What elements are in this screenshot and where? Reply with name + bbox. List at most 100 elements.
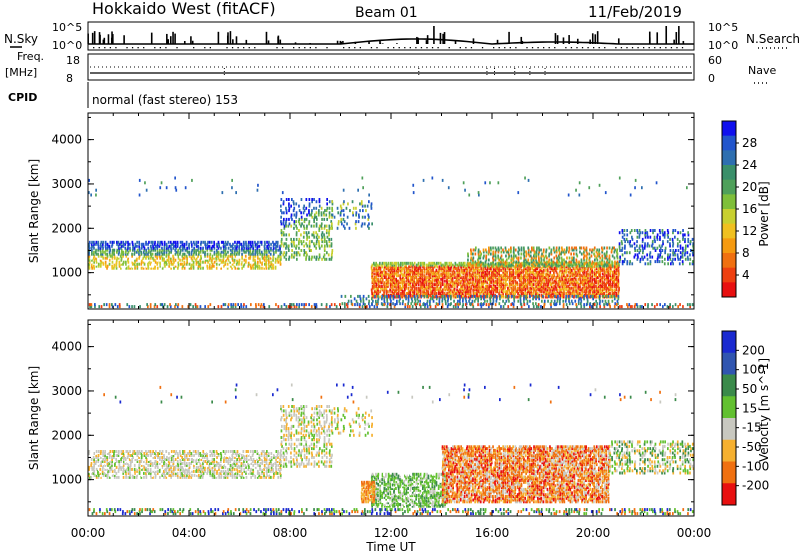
data-cell	[416, 264, 418, 267]
data-cell	[508, 265, 510, 268]
data-cell	[436, 269, 438, 272]
data-cell	[508, 288, 510, 291]
data-cell	[331, 207, 333, 210]
data-cell	[565, 261, 567, 264]
data-cell	[284, 303, 286, 306]
data-cell	[525, 295, 527, 298]
data-cell	[358, 220, 360, 223]
data-cell	[195, 249, 197, 252]
data-cell	[614, 257, 616, 260]
nsearch-point	[576, 47, 577, 48]
data-cell	[299, 209, 301, 212]
data-cell	[563, 303, 565, 306]
data-cell	[682, 247, 684, 250]
data-cell	[288, 198, 290, 201]
data-cell	[364, 303, 366, 306]
data-cell	[356, 211, 358, 214]
data-cell	[159, 249, 161, 252]
data-cell	[289, 256, 291, 259]
data-cell	[598, 249, 600, 252]
data-cell	[664, 231, 666, 234]
data-cell	[191, 179, 193, 182]
data-cell	[342, 302, 344, 305]
data-cell	[382, 262, 384, 265]
data-cell	[654, 236, 656, 239]
nsearch-point	[654, 47, 655, 48]
data-cell	[303, 236, 305, 239]
data-cell	[622, 247, 624, 250]
data-cell	[349, 227, 351, 230]
nsearch-point	[393, 47, 394, 48]
data-cell	[235, 303, 237, 306]
data-cell	[441, 295, 443, 298]
data-cell	[618, 295, 620, 298]
freq-tick-top: 18	[66, 54, 80, 67]
data-cell	[677, 242, 679, 245]
data-cell	[548, 295, 550, 298]
data-cell	[400, 274, 402, 277]
data-cell	[687, 245, 689, 248]
data-cell	[599, 184, 601, 187]
data-cell	[609, 292, 611, 295]
data-cell	[399, 295, 401, 298]
data-cell	[515, 296, 517, 299]
data-cell	[637, 236, 639, 239]
data-cell	[188, 251, 190, 254]
data-cell	[557, 295, 559, 298]
data-cell	[559, 274, 561, 277]
data-cell	[479, 251, 481, 254]
data-cell	[398, 280, 400, 283]
data-cell	[496, 295, 498, 298]
data-cell	[210, 253, 212, 256]
data-cell	[362, 216, 364, 219]
data-cell	[498, 247, 500, 250]
data-cell	[482, 303, 484, 306]
data-cell	[109, 259, 111, 262]
data-cell	[679, 240, 681, 243]
data-cell	[319, 198, 321, 201]
nsearch-point	[115, 47, 116, 48]
data-cell	[263, 303, 265, 306]
nsearch-point	[549, 47, 550, 48]
data-cell	[589, 303, 591, 306]
data-cell	[182, 263, 184, 266]
data-cell	[177, 249, 179, 252]
data-cell	[384, 281, 386, 284]
data-cell	[361, 200, 363, 203]
data-cell	[499, 295, 501, 298]
data-cell	[334, 303, 336, 306]
data-cell	[161, 241, 163, 244]
data-cell	[418, 287, 420, 290]
nsearch-point	[254, 47, 255, 48]
data-cell	[455, 303, 457, 306]
nsearch-point	[354, 47, 355, 48]
data-cell	[624, 258, 626, 261]
data-cell	[355, 207, 357, 210]
nsearch-point	[93, 47, 94, 48]
data-cell	[387, 305, 389, 308]
data-cell	[197, 305, 199, 308]
data-cell	[644, 256, 646, 259]
data-cell	[659, 236, 661, 239]
data-cell	[202, 261, 204, 264]
data-cell	[472, 265, 474, 268]
data-cell	[129, 305, 131, 308]
data-cell	[259, 265, 261, 268]
data-cell	[303, 225, 305, 228]
data-cell	[117, 305, 119, 308]
data-cell	[613, 295, 615, 298]
data-cell	[321, 207, 323, 210]
data-cell	[359, 209, 361, 212]
data-cell	[362, 177, 364, 180]
data-cell	[254, 259, 256, 262]
data-cell	[97, 253, 99, 256]
data-cell	[313, 198, 315, 201]
data-cell	[544, 300, 546, 303]
data-cell	[622, 229, 624, 232]
data-cell	[167, 305, 169, 308]
data-cell	[680, 231, 682, 234]
data-cell	[318, 209, 320, 212]
data-cell	[220, 265, 222, 268]
data-cell	[294, 220, 296, 223]
data-cell	[467, 263, 469, 266]
